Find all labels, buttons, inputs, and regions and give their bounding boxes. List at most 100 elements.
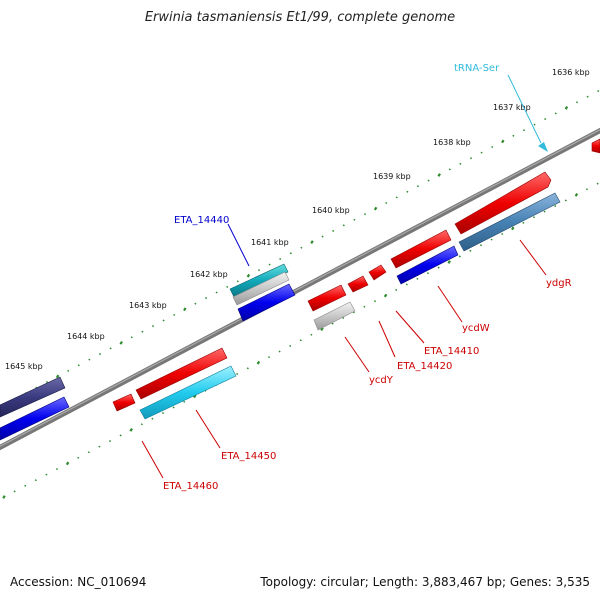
- ruler-minor-tick: [257, 269, 261, 272]
- label-eta-14410[interactable]: ETA_14410: [424, 346, 479, 357]
- ruler-minor-tick: [13, 490, 16, 493]
- gene-eta14440-blue[interactable]: [237, 283, 296, 322]
- ruler-minor-tick: [300, 246, 303, 249]
- ruler-major-tick: [310, 240, 314, 245]
- ruler-major-tick: [320, 327, 324, 332]
- gene-ydgR-arrow[interactable]: [454, 171, 552, 235]
- gene-steel-block[interactable]: [458, 192, 561, 252]
- ruler-minor-tick: [321, 235, 324, 238]
- ruler-minor-tick: [67, 369, 70, 372]
- label-eta-14440[interactable]: ETA_14440: [174, 215, 229, 226]
- ruler-major-tick: [55, 374, 60, 379]
- ruler-minor-tick: [87, 451, 90, 454]
- ruler-minor-tick: [554, 112, 557, 115]
- gene-far-right-arrow[interactable]: [591, 138, 600, 154]
- ruler-minor-tick: [585, 188, 589, 191]
- gene-eta14450-arrow[interactable]: [135, 347, 228, 400]
- gene-blue-ycdW-track[interactable]: [396, 245, 459, 285]
- ruler-minor-tick: [55, 467, 59, 471]
- ruler-label-1645: 1645 kbp: [5, 362, 43, 371]
- ruler-minor-tick: [342, 316, 345, 319]
- gene-eta14440-teal[interactable]: [229, 263, 289, 298]
- forward-strand-genes: [0, 138, 600, 418]
- label-ydgR[interactable]: ydgR: [546, 278, 572, 289]
- ruler-label-1644: 1644 kbp: [67, 332, 105, 341]
- ruler-minor-tick: [490, 238, 493, 241]
- gene-eta14410-arrow[interactable]: [347, 275, 369, 293]
- ruler-minor-tick: [268, 263, 271, 266]
- ruler-minor-tick: [522, 129, 526, 132]
- ruler-label-1637: 1637 kbp: [493, 103, 531, 112]
- ruler-minor-tick: [289, 252, 292, 255]
- ruler-minor-tick: [194, 302, 197, 305]
- gene-blue-left-block[interactable]: [0, 396, 70, 441]
- ruler-minor-tick: [88, 358, 91, 361]
- ruler-minor-tick: [597, 90, 600, 93]
- label-ycdY[interactable]: ycdY: [369, 375, 394, 386]
- ruler-minor-tick: [141, 330, 144, 333]
- ruler-minor-tick: [236, 372, 239, 375]
- ruler-minor-tick: [352, 311, 355, 314]
- map-title: Erwinia tasmaniensis Et1/99, complete ge…: [144, 10, 456, 25]
- ruler-minor-tick: [151, 417, 154, 420]
- ruler-minor-tick: [437, 266, 440, 269]
- ruler-minor-tick: [395, 196, 398, 199]
- ruler-minor-tick: [34, 479, 37, 482]
- ruler-minor-tick: [543, 210, 546, 213]
- ruler-major-tick: [2, 495, 6, 499]
- gene-ycdY-arrow[interactable]: [307, 284, 347, 312]
- ruler-label-1640: 1640 kbp: [312, 206, 350, 215]
- gene-cyan-eta14450-track[interactable]: [139, 365, 237, 420]
- trna-ser-marker[interactable]: [538, 142, 548, 152]
- ruler-minor-tick: [479, 244, 483, 247]
- gene-eta14440-gray[interactable]: [232, 271, 290, 306]
- ruler-minor-tick: [416, 277, 419, 280]
- ruler-minor-tick: [108, 440, 112, 443]
- ruler-minor-tick: [109, 347, 112, 350]
- ruler-minor-tick: [45, 473, 48, 476]
- ruler-track-outer: [3, 90, 600, 406]
- ruler-major-tick: [437, 173, 441, 177]
- gene-ycdW-arrow[interactable]: [390, 229, 452, 269]
- label-eta-14450[interactable]: ETA_14450: [221, 451, 276, 462]
- label-eta-14460[interactable]: ETA_14460: [163, 481, 218, 492]
- label-trna-ser[interactable]: tRNA-Ser: [454, 63, 500, 74]
- ruler-minor-tick: [586, 95, 589, 98]
- ruler-label-1643: 1643 kbp: [129, 301, 167, 310]
- gene-eta14420-arrow[interactable]: [368, 264, 387, 281]
- ruler-minor-tick: [77, 364, 80, 367]
- gene-eta14460-arrow[interactable]: [112, 393, 136, 412]
- ruler-major-tick: [373, 206, 378, 211]
- ruler-label-1638: 1638 kbp: [433, 138, 471, 147]
- ruler-minor-tick: [226, 285, 229, 288]
- ruler-minor-tick: [544, 117, 547, 121]
- gene-gray-ycdY-track[interactable]: [313, 301, 356, 331]
- ruler-minor-tick: [77, 456, 80, 459]
- ruler-major-tick: [574, 192, 579, 197]
- ruler-major-tick: [501, 139, 505, 144]
- ruler-minor-tick: [469, 249, 472, 252]
- ruler-minor-tick: [140, 423, 143, 426]
- ruler-minor-tick: [267, 356, 271, 359]
- topology-summary: Topology: circular; Length: 3,883,467 bp…: [260, 575, 590, 589]
- ruler-minor-tick: [575, 101, 579, 104]
- ruler-minor-tick: [469, 157, 473, 160]
- ruler-minor-tick: [24, 484, 27, 487]
- ruler-minor-tick: [278, 350, 281, 353]
- ruler-minor-tick: [491, 145, 494, 149]
- gene-navy-block[interactable]: [0, 376, 66, 418]
- ruler-label-1636: 1636 kbp: [552, 68, 590, 77]
- ruler-minor-tick: [596, 182, 599, 185]
- ruler-label-1642: 1642 kbp: [190, 270, 228, 279]
- ruler-major-tick: [447, 260, 451, 264]
- ruler-minor-tick: [151, 325, 155, 328]
- ruler-minor-tick: [173, 313, 176, 316]
- gene-labels: tRNA-Ser ETA_14440 ydgR ycdW ETA_14410 E…: [163, 63, 572, 492]
- ruler-minor-tick: [161, 412, 165, 415]
- ruler-minor-tick: [130, 336, 133, 339]
- label-eta-14420[interactable]: ETA_14420: [397, 361, 452, 372]
- ruler-minor-tick: [342, 224, 345, 227]
- genome-backbone: [0, 127, 600, 451]
- label-ycdW[interactable]: ycdW: [462, 323, 490, 334]
